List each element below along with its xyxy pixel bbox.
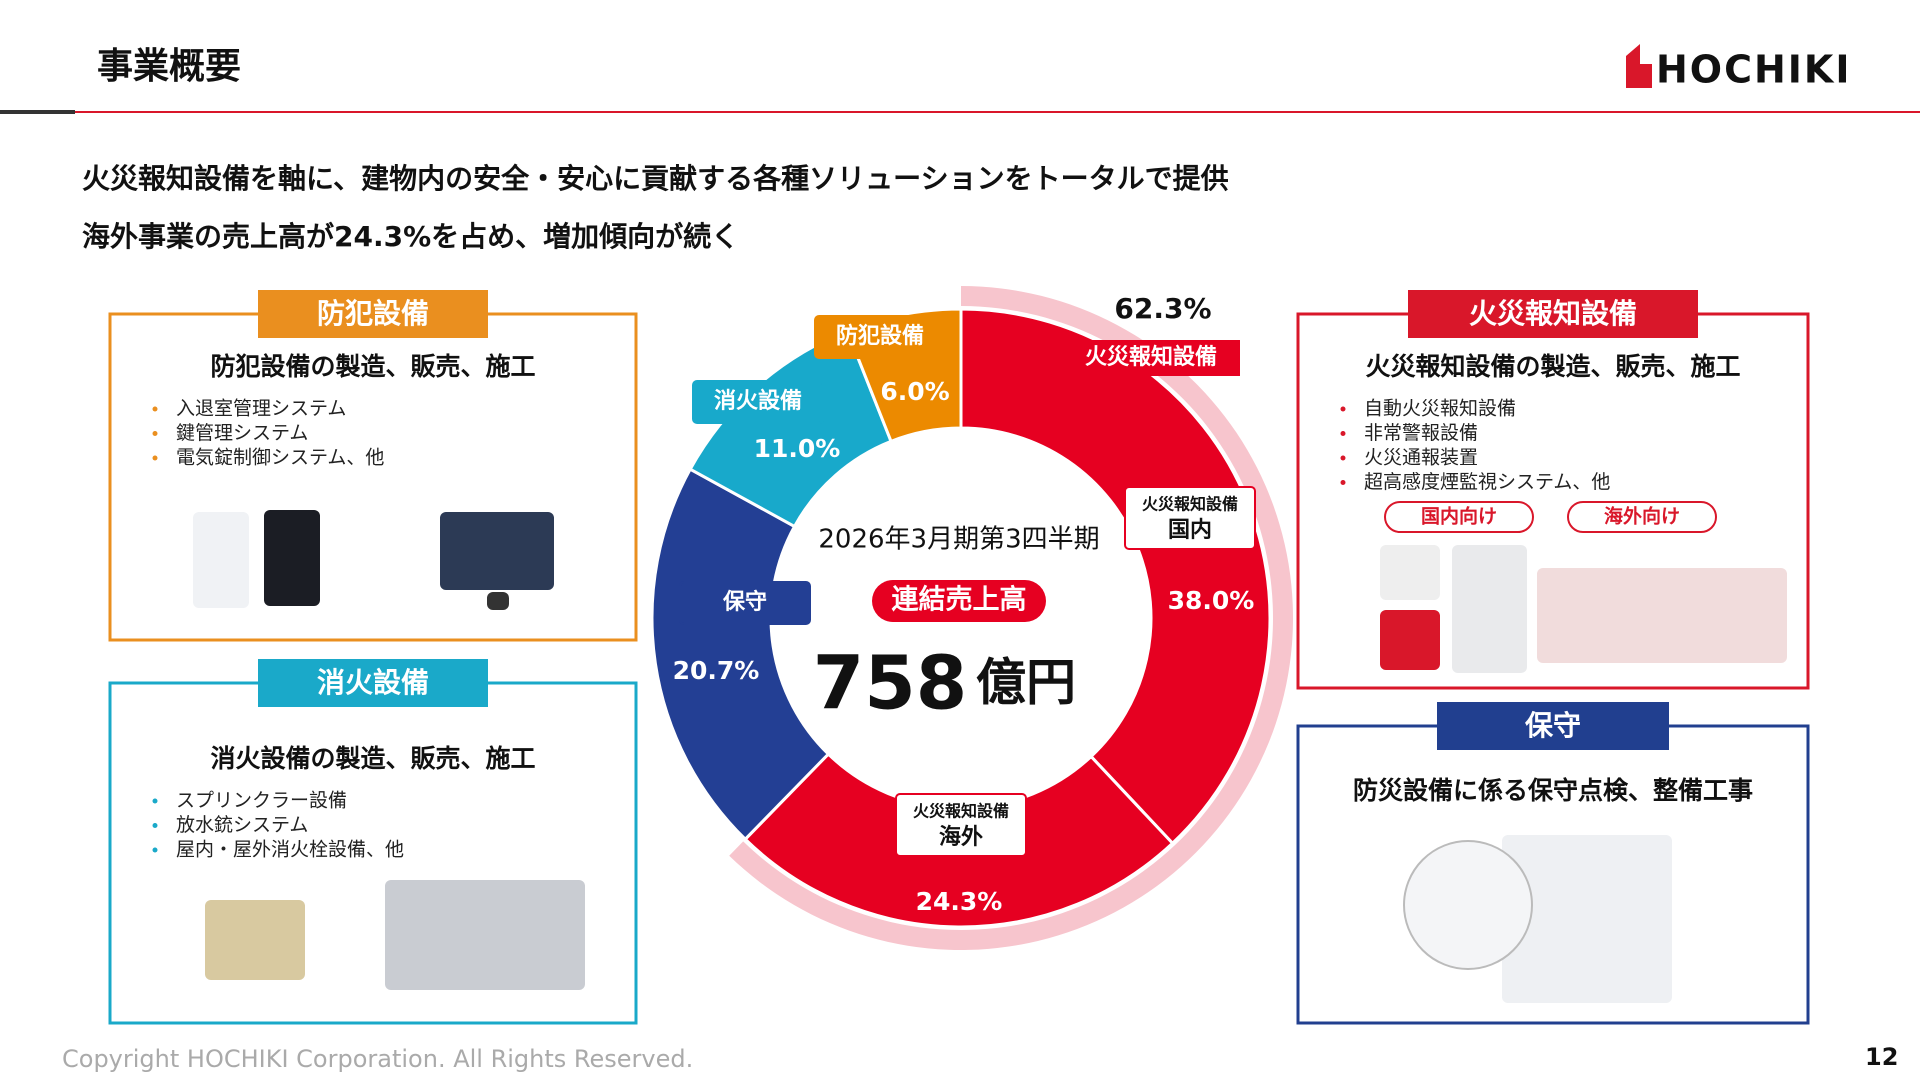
category-label: 保守 [722,589,767,615]
category-label: 海外 [939,824,983,850]
period: 2026年3月期第3四半期 [818,525,1099,555]
header-rule [0,111,1920,113]
bullet-item: 非常警報設備 [1364,422,1478,444]
bullet-item: 自動火災報知設備 [1364,398,1516,420]
total-unit: 億円 [976,654,1076,712]
product-image [1403,840,1533,970]
category-badge [679,581,811,625]
product-image [193,512,249,608]
bullet [152,431,158,436]
ring-label: 火災報知設備 [1085,344,1217,370]
outer-ring [729,286,1293,950]
total: 758 [813,641,967,727]
category-label: 防犯設備 [836,323,924,349]
bullet [152,455,158,461]
value-label: 20.7% [673,656,760,685]
ring-badge [1062,340,1240,376]
category-group: 火災報知設備 [1142,495,1238,514]
product-image [205,900,305,980]
category-badge [1124,486,1256,550]
bullet [1340,455,1346,461]
category-group: 火災報知設備 [913,802,1009,821]
donut-chart: 38.0%24.3%20.7%11.0%6.0%火災報知設備国内火災報知設備海外… [650,286,1293,950]
bullet-item: 屋内・屋外消火栓設備、他 [176,839,404,861]
product-image [1380,545,1440,600]
panel-tag-label: 保守 [1525,709,1581,742]
product-image [440,512,554,590]
center-label: 連結売上高 [892,584,1027,616]
bullet [152,823,158,828]
ring-value-label: 62.3% [1114,292,1211,325]
bullet-item: 鍵管理システム [176,422,308,444]
bullet [1340,431,1346,436]
bullet-item: 火災通報装置 [1364,447,1478,469]
product-image [487,592,509,610]
panel-heading: 消火設備の製造、販売、施工 [210,744,535,773]
bullet-item: 超高感度煙監視システム、他 [1364,471,1610,493]
product-image [264,510,320,606]
bullet [152,847,158,853]
value-label: 11.0% [754,434,841,463]
value-label: 6.0% [880,377,949,406]
bullet-item: 放水銃システム [176,814,308,836]
logo: HOCHIKI [1656,48,1852,92]
copyright: Copyright HOCHIKI Corporation. All Right… [62,1045,693,1073]
panel-heading: 防災設備に係る保守点検、整備工事 [1353,776,1753,805]
product-image [385,880,585,990]
panel-tag [258,659,488,707]
headline: 火災報知設備を軸に、建物内の安全・安心に貢献する各種ソリューションをトータルで提… [82,162,1229,195]
category-badge [692,380,824,424]
market-pill-label: 海外向け [1604,505,1680,528]
headline: 海外事業の売上高が24.3%を占め、増加傾向が続く [82,220,739,253]
panel-tag-label: 防犯設備 [317,297,429,330]
product-image [1452,545,1527,673]
product-image [1502,835,1672,1003]
product-image [1380,610,1440,670]
panel-tag [1437,702,1669,750]
panel-heading: 防犯設備の製造、販売、施工 [210,352,535,381]
donut-segment [959,307,1272,846]
category-badge [814,315,946,359]
bullet-item: 入退室管理システム [176,398,346,420]
bullet [1340,406,1346,412]
panel-tag [1408,290,1698,338]
panels: 防犯設備防犯設備の製造、販売、施工入退室管理システム鍵管理システム電気錠制御シス… [108,290,1810,1025]
bullet-item: 電気錠制御システム、他 [176,447,384,469]
logo-mark [1626,44,1652,88]
panel-tag-label: 消火設備 [317,666,429,699]
market-pill-label: 国内向け [1421,505,1497,528]
donut-segment [650,467,831,842]
category-label: 国内 [1168,518,1212,543]
value-label: 38.0% [1168,586,1255,615]
page-number: 12 [1865,1043,1898,1071]
value-label: 24.3% [916,887,1003,916]
product-image [1537,568,1787,663]
bullet-item: スプリンクラー設備 [176,790,347,812]
panel-tag-label: 火災報知設備 [1469,297,1637,330]
bullet [152,406,158,412]
category-label: 消火設備 [714,388,802,414]
market-pill [1567,501,1717,533]
page-title: 事業概要 [97,46,241,87]
panel-heading: 火災報知設備の製造、販売、施工 [1365,352,1740,381]
market-pill [1384,501,1534,533]
bullet [1340,480,1346,485]
center-badge [872,580,1046,622]
panel-tag [258,290,488,338]
bullet [152,798,158,804]
header-rule-accent [0,110,75,114]
category-badge [895,793,1027,857]
